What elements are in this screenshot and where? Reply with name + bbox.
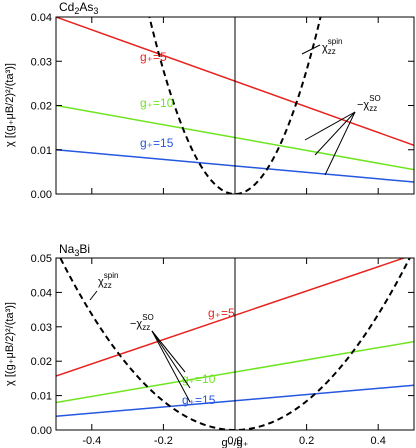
xtick-label: 0.0 [227,435,242,447]
ytick-label: 0.05 [31,253,52,265]
annotation-chi-so-bottom: −χzzSO [130,313,154,332]
arrow-spin-bottom [89,290,98,301]
ticks-top: 0.00 0.01 0.02 0.03 0.04 [31,12,414,201]
ytick-label: 0.01 [31,391,52,403]
series-spin-bottom [59,258,411,430]
ytick-label: 0.02 [31,101,52,113]
panel-title-bottom: Na3Bi [59,242,90,258]
y-axis-label-top: χ [(g₊μB/2)²/(ta³)] [4,63,16,147]
xtick-label: -0.4 [82,435,101,447]
ytick-label: 0.01 [31,145,52,157]
ticks-bottom: 0.00 0.01 0.02 0.03 0.04 0.05 -0.4 -0.2 0.0 0.2 0.… [31,253,414,447]
panel-title-top: Cd2As3 [59,0,98,16]
series-label-blue-top: g₊=15 [140,136,174,150]
panel-na3bi: 0.00 0.01 0.02 0.03 0.04 0.05 -0.4 -0.2 0.0 0.2 0.… [4,242,415,448]
x-axis-label: g₋/g₊ [222,437,249,448]
arrow-so-bottom-1 [151,330,186,373]
ytick-label: 0.04 [31,287,52,299]
arrow-so-bottom-3 [151,330,191,403]
annotation-chi-spin-bottom: χzzspin [98,271,118,290]
ytick-label: 0.00 [31,425,52,437]
ytick-label: 0.00 [31,189,52,201]
arrow-spin-top [301,44,321,55]
series-label-red-top: g₊=5 [140,50,167,64]
ytick-label: 0.02 [31,356,52,368]
series-label-green-bottom: g₊=10 [182,372,216,386]
xtick-label: 0.2 [299,435,314,447]
ytick-label: 0.03 [31,56,52,68]
arrow-so-top-1 [304,111,356,141]
ytick-label: 0.04 [31,12,52,24]
ytick-label: 0.03 [31,322,52,334]
panel-cd2as3: 0.00 0.01 0.02 0.03 0.04 Cd2As3 χ [(g₊μB/2)²… [4,0,415,201]
arrow-so-top-3 [324,111,356,176]
series-label-blue-bottom: g₊=15 [182,393,216,407]
annotation-chi-so-top: −χzzSO [357,94,381,113]
y-axis-label-bottom: χ [(g₊μB/2)²/(ta³)] [4,302,16,386]
annotation-chi-spin-top: χzzspin [322,37,342,56]
xtick-label: -0.2 [154,435,173,447]
xtick-label: 0.4 [371,435,386,447]
arrow-so-top-2 [314,111,356,156]
arrow-so-bottom-2 [151,330,191,389]
series-label-red-bottom: g₊=5 [208,306,235,320]
series-label-green-top: g₊=10 [140,96,174,110]
